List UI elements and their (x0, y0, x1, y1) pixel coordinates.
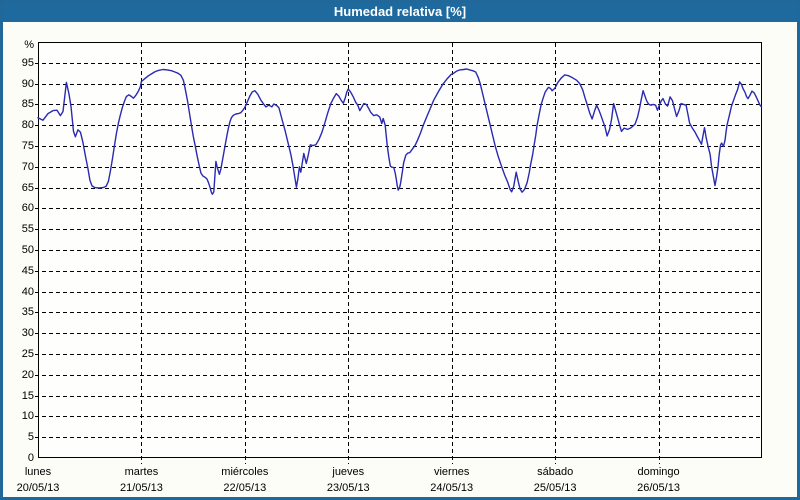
humidity-line-series (37, 68, 763, 196)
x-axis-date-label: 21/05/13 (120, 482, 163, 494)
x-axis-day-label: sábado (537, 466, 574, 478)
x-axis-day-label: lunes (24, 466, 52, 478)
y-axis-tick-label: 55 (21, 223, 34, 236)
x-axis-date-label: 23/05/13 (326, 482, 370, 494)
y-axis-unit-label: % (24, 39, 34, 51)
chart-svg (35, 42, 763, 464)
x-axis-day-label: viernes (433, 466, 470, 478)
y-axis-tick-label: 15 (21, 389, 34, 402)
y-axis-tick-label: 50 (21, 244, 34, 256)
x-axis-date-label: 20/05/13 (16, 482, 60, 494)
y-axis-tick-label: 0 (27, 452, 34, 464)
x-axis-day-label: domingo (637, 466, 680, 478)
y-axis-tick-label: 25 (21, 348, 34, 360)
y-axis-tick-label: 60 (21, 202, 34, 215)
y-axis-tick-label: 30 (21, 327, 34, 340)
plot-area (35, 42, 763, 464)
x-axis-day-label: martes (124, 466, 159, 478)
y-axis-tick-label: 90 (21, 77, 34, 90)
chart-title-bar: Humedad relativa [%] (3, 3, 797, 22)
chart-title: Humedad relativa [%] (333, 3, 467, 19)
x-axis-date-label: 25/05/13 (533, 482, 577, 494)
y-axis-tick-label: 40 (21, 285, 34, 298)
y-axis-tick-label: 35 (21, 306, 34, 319)
y-axis-tick-label: 80 (21, 119, 34, 132)
y-axis-tick-label: 5 (27, 431, 34, 444)
y-axis-tick-label: 70 (21, 160, 34, 173)
y-axis-tick-label: 20 (21, 368, 34, 381)
x-axis-day-label: miércoles (221, 466, 269, 478)
y-axis-tick-label: 75 (21, 140, 34, 152)
x-axis-date-label: 26/05/13 (637, 482, 680, 494)
gridlines (35, 43, 761, 464)
x-axis-date-label: 22/05/13 (223, 482, 267, 494)
y-axis-tick-label: 45 (21, 264, 34, 277)
y-axis-tick-label: 85 (21, 98, 34, 111)
y-axis-tick-label: 95 (21, 56, 34, 69)
x-axis-day-label: jueves (332, 466, 365, 478)
y-axis-tick-label: 10 (21, 410, 34, 423)
x-axis-date-label: 24/05/13 (430, 482, 474, 494)
y-axis-tick-label: 65 (21, 181, 34, 194)
